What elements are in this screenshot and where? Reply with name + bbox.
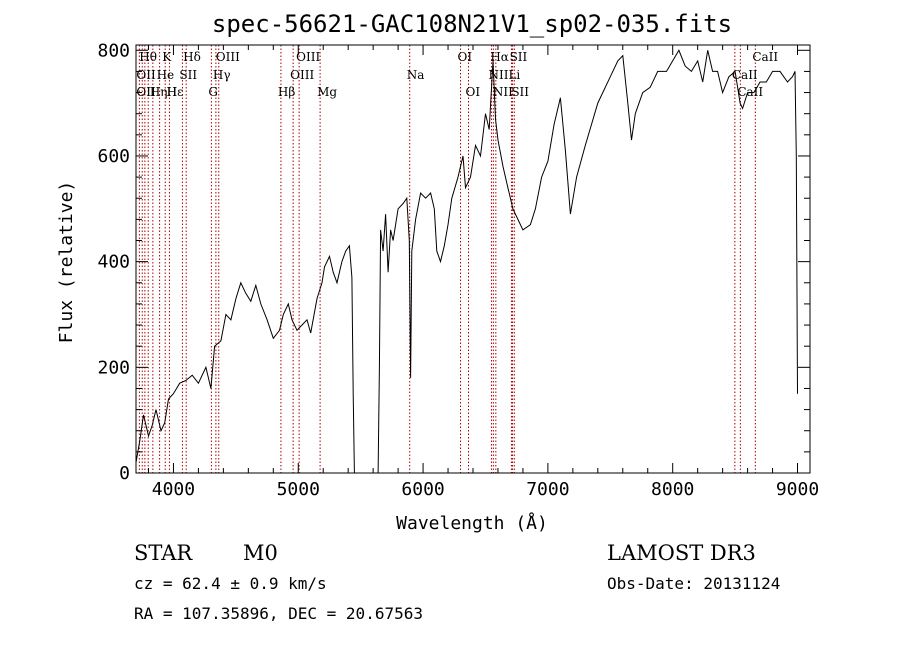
y-tick-label-0: 0 — [119, 463, 130, 484]
x-tick-label-5000: 5000 — [277, 479, 320, 500]
line-label-2: Hδ — [183, 50, 201, 64]
observation-date: Obs-Date: 20131124 — [607, 574, 780, 593]
line-label-14: Na — [407, 68, 425, 82]
y-axis-ticks: 0 200 400 600 800 — [97, 40, 810, 484]
line-label-20: Hη — [150, 85, 168, 99]
line-label-3: OIII — [216, 50, 240, 64]
line-label-5: OI — [458, 50, 473, 64]
line-label-1: K — [162, 50, 172, 64]
line-label-24: Mg — [317, 85, 337, 99]
x-tick-label-4000: 4000 — [152, 479, 195, 500]
redshift-velocity: cz = 62.4 ± 0.9 km/s — [134, 574, 327, 593]
line-label-7: SII — [510, 50, 528, 64]
line-label-9: OII — [136, 68, 156, 82]
line-label-4: OIII — [296, 50, 320, 64]
line-label-18: OII — [136, 85, 156, 99]
line-label-12: Hγ — [213, 68, 231, 82]
y-tick-label-800: 800 — [97, 40, 130, 61]
spectrum-line — [135, 49, 798, 474]
emission-line-markers — [138, 45, 756, 473]
line-label-26: NII — [493, 85, 513, 99]
y-axis-label: Flux (relative) — [56, 181, 77, 344]
line-label-11: SII — [179, 68, 197, 82]
y-tick-label-600: 600 — [97, 146, 130, 167]
line-label-10: He — [157, 68, 175, 82]
line-label-17: CaII — [732, 68, 758, 82]
line-label-19: Hε — [167, 85, 184, 99]
x-tick-label-9000: 9000 — [776, 479, 819, 500]
line-label-23: Hβ — [278, 85, 295, 99]
y-tick-label-200: 200 — [97, 357, 130, 378]
survey-name: LAMOST DR3 — [607, 541, 756, 565]
line-label-25: OI — [466, 85, 481, 99]
object-subclass: M0 — [243, 541, 278, 565]
chart-title: spec-56621-GAC108N21V1_sp02-035.fits — [212, 10, 732, 38]
x-tick-label-8000: 8000 — [651, 479, 694, 500]
line-label-8: CaII — [752, 50, 778, 64]
x-tick-label-6000: 6000 — [401, 479, 444, 500]
x-axis-label: Wavelength (Å) — [396, 512, 548, 534]
line-label-27: SII — [511, 85, 529, 99]
line-label-0: Hθ — [139, 50, 157, 64]
line-label-21: H — [166, 85, 176, 99]
line-label-13: OIII — [290, 68, 314, 82]
coordinates: RA = 107.35896, DEC = 20.67563 — [134, 604, 423, 623]
line-label-22: G — [208, 85, 218, 99]
x-tick-label-7000: 7000 — [526, 479, 569, 500]
line-label-16: Li — [508, 68, 520, 82]
x-axis-ticks: 4000 5000 6000 7000 8000 9000 — [147, 45, 819, 500]
y-tick-label-400: 400 — [97, 252, 130, 273]
line-label-6: Hα — [490, 50, 509, 64]
line-label-28: CaII — [737, 85, 763, 99]
plot-frame — [135, 44, 811, 474]
object-class: STAR — [134, 541, 193, 565]
